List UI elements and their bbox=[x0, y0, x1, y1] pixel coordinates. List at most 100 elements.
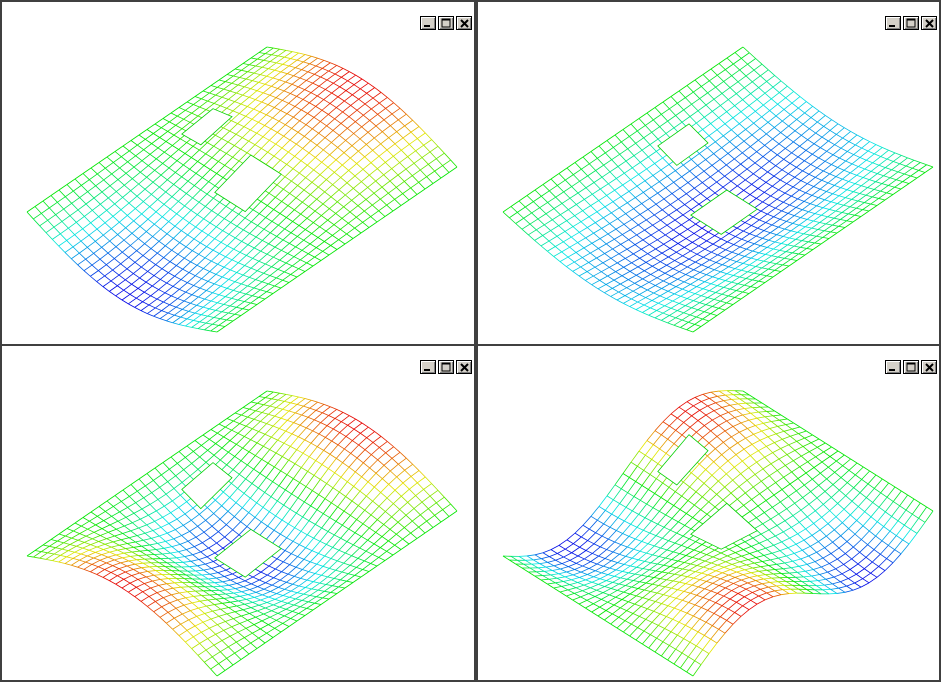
mesh-edge bbox=[136, 559, 144, 564]
mesh-edge bbox=[42, 544, 50, 547]
mesh-edge bbox=[701, 80, 710, 87]
mesh-edge bbox=[127, 155, 136, 163]
mesh-edge bbox=[645, 119, 654, 126]
mesh-edge bbox=[643, 131, 652, 139]
mesh-edge bbox=[325, 89, 332, 94]
mesh-edge bbox=[137, 576, 147, 580]
mesh-edge bbox=[26, 206, 36, 213]
mesh-edge bbox=[247, 236, 257, 246]
mesh-edge bbox=[677, 97, 686, 104]
mesh-edge bbox=[337, 96, 345, 102]
mesh-edge bbox=[424, 183, 434, 190]
mesh-edge bbox=[735, 140, 745, 148]
mesh-edge bbox=[320, 121, 327, 127]
mesh-edge bbox=[61, 221, 69, 229]
mesh-edge bbox=[800, 241, 809, 248]
mesh-edge bbox=[193, 596, 201, 602]
mesh-edge bbox=[255, 591, 263, 596]
mesh-edge bbox=[142, 301, 150, 306]
mesh-edge bbox=[775, 115, 783, 122]
mesh-edge bbox=[638, 112, 648, 119]
mesh-edge bbox=[226, 145, 235, 154]
mesh-edge bbox=[265, 47, 274, 54]
close-button[interactable] bbox=[456, 16, 472, 30]
mesh-edge bbox=[141, 508, 149, 516]
mesh-edge bbox=[712, 300, 721, 307]
mesh-edge bbox=[872, 196, 879, 199]
mesh-edge bbox=[688, 258, 696, 263]
mesh-edge bbox=[244, 301, 251, 304]
mesh-edge bbox=[365, 199, 373, 206]
mesh-edge bbox=[627, 197, 636, 204]
mesh-edge bbox=[779, 249, 787, 253]
mesh-edge bbox=[574, 215, 582, 222]
mesh-edge bbox=[555, 241, 564, 247]
mesh-edge bbox=[782, 230, 792, 237]
mesh-edge bbox=[288, 59, 298, 67]
mesh-edge bbox=[733, 275, 740, 278]
mesh-edge bbox=[147, 218, 155, 225]
mesh-edge bbox=[729, 288, 737, 291]
mesh-edge bbox=[854, 214, 862, 217]
mesh-edge bbox=[204, 610, 213, 614]
mesh-edge bbox=[150, 240, 160, 249]
mesh-edge bbox=[742, 46, 750, 54]
mesh-edge bbox=[391, 168, 399, 176]
mesh-edge bbox=[694, 79, 702, 87]
mesh-edge bbox=[254, 144, 262, 149]
mesh-edge bbox=[275, 90, 285, 98]
close-button[interactable] bbox=[921, 16, 937, 30]
mesh-edge bbox=[325, 224, 335, 232]
mesh-edge bbox=[825, 115, 832, 121]
mesh-edge bbox=[268, 558, 278, 567]
mesh-edge bbox=[704, 243, 714, 250]
mesh-edge bbox=[210, 531, 219, 539]
mesh-edge bbox=[335, 206, 344, 214]
mesh-edge bbox=[240, 148, 248, 154]
mesh-edge bbox=[95, 185, 103, 193]
minimize-button[interactable] bbox=[420, 16, 436, 30]
mesh-edge bbox=[224, 664, 234, 671]
mesh-edge bbox=[215, 597, 225, 600]
mesh-edge bbox=[629, 271, 637, 276]
mesh-edge bbox=[118, 568, 126, 573]
mesh-edge bbox=[127, 215, 134, 222]
mesh-edge bbox=[147, 271, 155, 276]
mesh-edge bbox=[358, 92, 367, 100]
mesh-edge bbox=[187, 591, 194, 597]
mesh-edge bbox=[442, 159, 451, 166]
mesh-edge bbox=[231, 623, 240, 628]
mesh-edge bbox=[686, 193, 693, 200]
maximize-button[interactable] bbox=[903, 16, 919, 30]
mesh-edge bbox=[645, 262, 653, 267]
mesh-edge bbox=[130, 484, 138, 492]
mesh-edge bbox=[174, 275, 182, 280]
mesh-edge bbox=[726, 158, 735, 166]
mesh-edge bbox=[523, 212, 532, 219]
mesh-edge bbox=[191, 294, 199, 298]
mesh-edge bbox=[222, 276, 229, 280]
mesh-edge bbox=[92, 535, 101, 540]
mesh-edge bbox=[614, 184, 623, 191]
mesh-edge bbox=[709, 80, 716, 88]
mesh-edge bbox=[103, 234, 110, 242]
mesh-edge bbox=[328, 593, 338, 600]
mesh-edge bbox=[74, 234, 82, 242]
mesh-edge bbox=[870, 203, 878, 206]
mesh-edge bbox=[96, 228, 104, 236]
mesh-edge bbox=[260, 201, 268, 206]
mesh-edge bbox=[336, 107, 343, 113]
mesh-edge bbox=[675, 286, 683, 290]
mesh-edge bbox=[135, 155, 143, 161]
mesh-edge bbox=[757, 227, 765, 231]
mesh-edge bbox=[226, 658, 234, 666]
minimize-button[interactable] bbox=[885, 16, 901, 30]
mesh-edge bbox=[316, 191, 325, 200]
mesh-edge bbox=[786, 215, 795, 222]
mesh-edge bbox=[657, 192, 665, 200]
mesh-edge bbox=[201, 594, 210, 596]
maximize-button[interactable] bbox=[438, 16, 454, 30]
mesh-edge bbox=[96, 574, 104, 578]
mesh-edge bbox=[250, 497, 257, 504]
mesh-edge bbox=[202, 85, 212, 92]
